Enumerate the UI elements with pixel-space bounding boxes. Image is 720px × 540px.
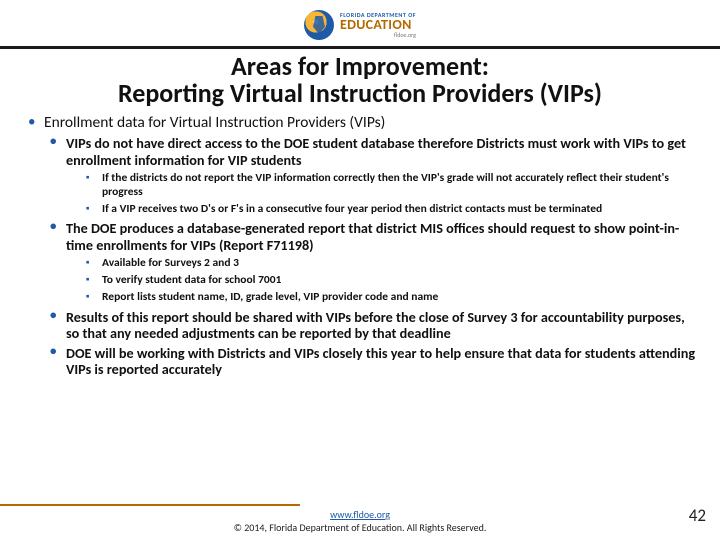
slide-footer: www.fldoe.org © 2014, Florida Department… [0, 508, 720, 534]
footer-accent-rule [0, 504, 300, 506]
bullet-no-access: VIPs do not have direct access to the DO… [44, 135, 696, 216]
bullet-enrollment: Enrollment data for Virtual Instruction … [24, 114, 696, 378]
bullet-surveys: Available for Surveys 2 and 3 [80, 257, 696, 271]
footer-link[interactable]: www.fldoe.org [330, 508, 390, 521]
bullet-doe-working: DOE will be working with Districts and V… [44, 345, 696, 378]
bullet-grade-accuracy: If the districts do not report the VIP i… [80, 172, 696, 200]
bullet-report-fields: Report lists student name, ID, grade lev… [80, 291, 696, 305]
bullet-termination: If a VIP receives two D's or F's in a co… [80, 203, 696, 217]
bullet-share-bold: before [354, 308, 393, 326]
logo-text: FLORIDA DEPARTMENT OF EDUCATION fldoe.or… [340, 12, 416, 38]
title-line-1: Areas for Improvement: [10, 53, 710, 80]
slide-title: Areas for Improvement: Reporting Virtual… [0, 49, 720, 114]
bullet-no-access-text: VIPs do not have direct access to the DO… [66, 134, 686, 168]
logo-sub-line: fldoe.org [394, 32, 416, 38]
page-number: 42 [689, 505, 706, 526]
bullet-db-report: The DOE produces a database-generated re… [44, 220, 696, 304]
title-line-2: Reporting Virtual Instruction Providers … [10, 80, 710, 107]
header-logo: FLORIDA DEPARTMENT OF EDUCATION fldoe.or… [0, 0, 720, 44]
bullet-enrollment-text: Enrollment data for Virtual Instruction … [44, 113, 385, 132]
bullet-share-results: Results of this report should be shared … [44, 309, 696, 342]
logo-seal-icon [304, 10, 334, 40]
slide-body: Enrollment data for Virtual Instruction … [0, 114, 720, 378]
logo-main-line: EDUCATION [340, 18, 416, 32]
bullet-share-pre: Results of this report should be shared … [66, 308, 354, 326]
footer-copyright: © 2014, Florida Department of Education.… [234, 521, 487, 534]
bullet-db-report-text: The DOE produces a database-generated re… [66, 219, 679, 253]
bullet-school7001: To verify student data for school 7001 [80, 274, 696, 288]
